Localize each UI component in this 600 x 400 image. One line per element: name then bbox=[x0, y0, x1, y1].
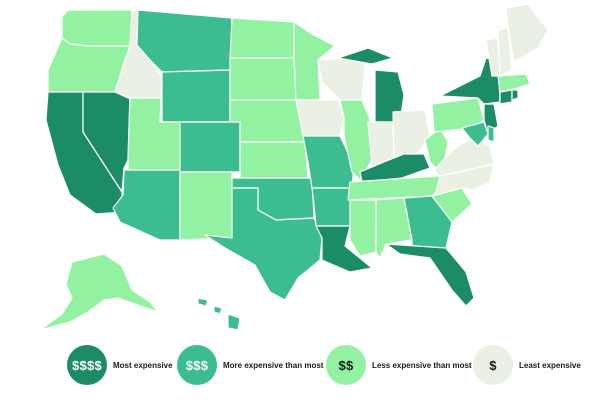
state-fl bbox=[385, 243, 475, 307]
state-tx bbox=[204, 187, 323, 301]
state-hi bbox=[197, 297, 241, 331]
legend-swatch-less: $$ bbox=[326, 345, 366, 385]
legend-label-most: Most expensive bbox=[113, 360, 173, 370]
state-la bbox=[315, 225, 373, 273]
map-legend: $$$$ Most expensive $$$ More expensive t… bbox=[0, 343, 600, 387]
state-il bbox=[339, 99, 373, 181]
state-ne bbox=[229, 99, 306, 143]
state-co bbox=[179, 121, 241, 173]
legend-item-most: $$$$ Most expensive bbox=[67, 343, 173, 387]
state-sd bbox=[229, 57, 297, 101]
state-wa bbox=[61, 9, 133, 47]
state-md bbox=[461, 121, 489, 147]
state-nc bbox=[431, 163, 495, 197]
state-az bbox=[112, 169, 181, 241]
state-de bbox=[487, 125, 495, 143]
us-choropleth-map bbox=[39, 3, 549, 331]
legend-swatch-more: $$$ bbox=[177, 345, 217, 385]
state-ma bbox=[497, 73, 531, 93]
state-ar bbox=[311, 187, 353, 227]
state-me bbox=[505, 3, 549, 63]
state-nd bbox=[229, 17, 295, 59]
state-ri bbox=[511, 89, 519, 101]
state-ak bbox=[39, 253, 159, 331]
state-va bbox=[433, 137, 495, 177]
legend-swatch-least: $ bbox=[473, 345, 513, 385]
legend-label-more: More expensive than most bbox=[223, 360, 324, 370]
legend-item-more: $$$ More expensive than most bbox=[177, 343, 323, 387]
state-ks bbox=[239, 141, 309, 179]
state-wi bbox=[317, 57, 366, 101]
legend-swatch-most: $$$$ bbox=[67, 345, 107, 385]
legend-label-less: Less expensive than most bbox=[372, 360, 472, 370]
legend-label-least: Least expensive bbox=[519, 360, 581, 370]
state-mn bbox=[293, 21, 336, 101]
state-nm bbox=[179, 171, 233, 241]
state-mi bbox=[337, 47, 405, 123]
state-ms bbox=[349, 199, 377, 257]
state-nh bbox=[497, 27, 513, 77]
state-oh bbox=[392, 109, 431, 157]
state-wy bbox=[161, 69, 231, 123]
state-ia bbox=[295, 99, 345, 137]
legend-item-least: $ Least expensive bbox=[473, 343, 581, 387]
legend-item-less: $$ Less expensive than most bbox=[326, 343, 472, 387]
